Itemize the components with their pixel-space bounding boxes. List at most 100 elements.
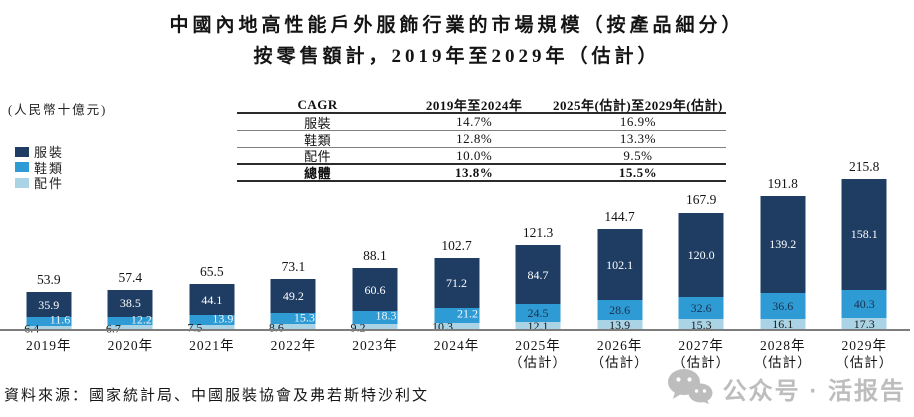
- row-value-1: 14.7%: [456, 114, 493, 129]
- bar-segment-apparel: 44.1: [189, 284, 235, 316]
- table-row-total: 總體 13.8% 15.5%: [237, 165, 726, 182]
- bar-stack: 102.1 28.6 13.9: [597, 228, 643, 331]
- bar-segment-value: 120.0: [687, 247, 715, 262]
- bar-segment-value: 16.1: [772, 317, 794, 332]
- bar-stack: 120.0 32.6 15.3: [678, 212, 724, 331]
- bar-segment-accessories: 15.3: [678, 319, 724, 331]
- bar-column: 215.8 158.1 40.3 17.3 2029年 （估計）: [823, 155, 905, 370]
- bar-segment-footwear: 28.6: [597, 300, 643, 321]
- bar-total-label: 121.3: [522, 225, 554, 241]
- bar-segment-value: 44.1: [201, 292, 223, 307]
- x-axis-year-label: 2026年 （估計）: [590, 338, 649, 370]
- bar-segment-footwear: 11.6: [26, 313, 72, 328]
- row-value-1: 13.8%: [455, 164, 494, 180]
- y-axis-unit-label: (人民幣十億元): [8, 103, 108, 117]
- row-value-1: 10.0%: [456, 147, 493, 163]
- x-axis-year-label: 2025年 （估計）: [509, 338, 568, 370]
- bar-stack: 84.7 24.5 12.1: [515, 245, 561, 332]
- bar-stack: 139.2 36.6 16.1: [760, 195, 806, 332]
- bar-segment-value: 13.9: [212, 311, 234, 326]
- bar-segment-apparel: 120.0: [678, 212, 724, 297]
- bar-segment-value: 6.7: [106, 322, 121, 334]
- bar-column: 102.7 71.2 21.2 10.3 2024年: [416, 155, 498, 353]
- x-axis-year-label: 2022年: [270, 338, 317, 353]
- bar-segment-value: 12.2: [130, 312, 152, 327]
- cagr-header-label: CAGR: [297, 96, 338, 112]
- bar-column: 167.9 120.0 32.6 15.3 2027年 （估計）: [660, 155, 742, 370]
- apparel-color-swatch: [15, 146, 29, 157]
- bar-segment-accessories: 17.3: [841, 317, 887, 330]
- bar-segment-footwear: 32.6: [678, 296, 724, 320]
- bar-segment-accessories: 6.4: [24, 322, 72, 334]
- watermark: 公众号 · 活报告: [667, 368, 906, 409]
- bar-column: 57.4 38.512.2 6.7 2020年: [90, 155, 172, 353]
- bar-segment-apparel: 158.1: [841, 179, 887, 290]
- bar-segment-value: 32.6: [690, 300, 712, 315]
- bar-segment-value: 28.6: [609, 303, 631, 318]
- bar-segment-value: 49.2: [282, 289, 304, 304]
- bar-segment-value: 18.3: [375, 308, 397, 323]
- bar-total-label: 88.1: [363, 248, 387, 264]
- bar-column: 191.8 139.2 36.6 16.1 2028年 （估計）: [742, 155, 824, 370]
- bar-segment-value: 11.6: [49, 313, 71, 328]
- bar-segment-accessories: 16.1: [760, 317, 806, 332]
- cagr-header-period-2: 2025年(估計)至2029年(估計): [553, 98, 723, 113]
- bar-column: 73.1 49.2 15.3 8.6 2022年: [253, 155, 335, 353]
- bar-segment-footwear: 13.9: [189, 311, 235, 326]
- row-value-1: 12.8%: [456, 131, 493, 146]
- bar-segment-value: 15.3: [293, 310, 315, 325]
- x-axis-year-label: 2024年: [433, 338, 480, 353]
- watermark-text: 公众号 · 活报告: [722, 378, 906, 405]
- bar-segment-apparel: 35.9: [26, 292, 72, 318]
- row-label: 鞋類: [304, 132, 332, 148]
- row-value-2: 9.5%: [623, 147, 653, 163]
- bar-segment-value: 7.5: [187, 320, 203, 335]
- bar-segment-footwear: 18.3: [352, 308, 398, 324]
- bar-segment-apparel: 49.2: [270, 278, 316, 314]
- bar-segment-value: 139.2: [769, 237, 797, 252]
- bar-stack: 49.2 15.3 8.6: [268, 278, 316, 335]
- cagr-table-header: CAGR 2019年至2024年 2025年(估計)至2029年(估計): [237, 97, 726, 114]
- bar-segment-apparel: 139.2: [760, 195, 806, 294]
- row-label: 總體: [304, 166, 332, 181]
- table-row-apparel: 服裝 14.7% 16.9%: [237, 114, 726, 131]
- legend-item-footwear: 鞋類: [15, 160, 64, 176]
- bar-segment-accessories: 13.9: [597, 319, 643, 331]
- legend-label: 配件: [34, 176, 65, 192]
- bar-segment-footwear: 36.6: [760, 293, 806, 319]
- row-value-2: 16.9%: [619, 114, 656, 129]
- bar-segment-value: 38.5: [119, 296, 141, 311]
- bar-segment-value: 60.6: [364, 282, 386, 297]
- bar-segment-footwear: 21.2: [434, 308, 479, 323]
- bar-segment-value: 21.2: [457, 306, 478, 321]
- x-axis-year-label: 2019年: [26, 338, 72, 353]
- bar-total-label: 191.8: [767, 175, 798, 191]
- bar-segment-apparel: 60.6: [352, 268, 398, 311]
- bar-column: 88.1 60.6 18.3 9.2 2023年: [334, 155, 416, 353]
- footwear-color-swatch: [15, 162, 29, 173]
- bar-segment-footwear: 15.3: [270, 310, 316, 325]
- bar-column: 121.3 84.7 24.5 12.1 2025年 （估計）: [497, 155, 579, 370]
- bar-total-label: 167.9: [685, 192, 717, 208]
- x-axis-line: [0, 329, 910, 331]
- bar-stack: 35.911.6 6.4: [24, 292, 72, 334]
- bar-segment-accessories: 6.7: [106, 322, 153, 334]
- bar-segment-apparel: 102.1: [597, 228, 643, 301]
- wechat-icon: [667, 368, 713, 409]
- x-axis-year-label: 2027年 （估計）: [672, 338, 731, 370]
- bar-segment-value: 8.6: [268, 320, 284, 335]
- row-label: 配件: [304, 149, 332, 164]
- x-axis-year-label: 2023年: [352, 338, 398, 353]
- bar-total-label: 215.8: [849, 159, 880, 175]
- bar-segment-value: 35.9: [38, 297, 60, 312]
- bar-column: 65.5 44.1 13.9 7.5 2021年: [171, 155, 253, 353]
- cagr-header-period-1: 2019年至2024年: [425, 98, 523, 113]
- table-row-footwear: 鞋類 12.8% 13.3%: [237, 131, 726, 148]
- table-row-accessories: 配件 10.0% 9.5%: [237, 148, 726, 165]
- bar-chart: 53.9 35.911.6 6.4 2019年 57.4 38.512.2 6.7 2020年…: [8, 155, 905, 370]
- title-line-1: 中國內地高性能戶外服飾行業的市場規模（按產品細分）: [169, 15, 745, 36]
- bar-segment-apparel: 71.2: [434, 258, 479, 309]
- bar-stack: 158.1 40.3 17.3: [841, 179, 887, 330]
- bar-total-label: 144.7: [604, 208, 635, 224]
